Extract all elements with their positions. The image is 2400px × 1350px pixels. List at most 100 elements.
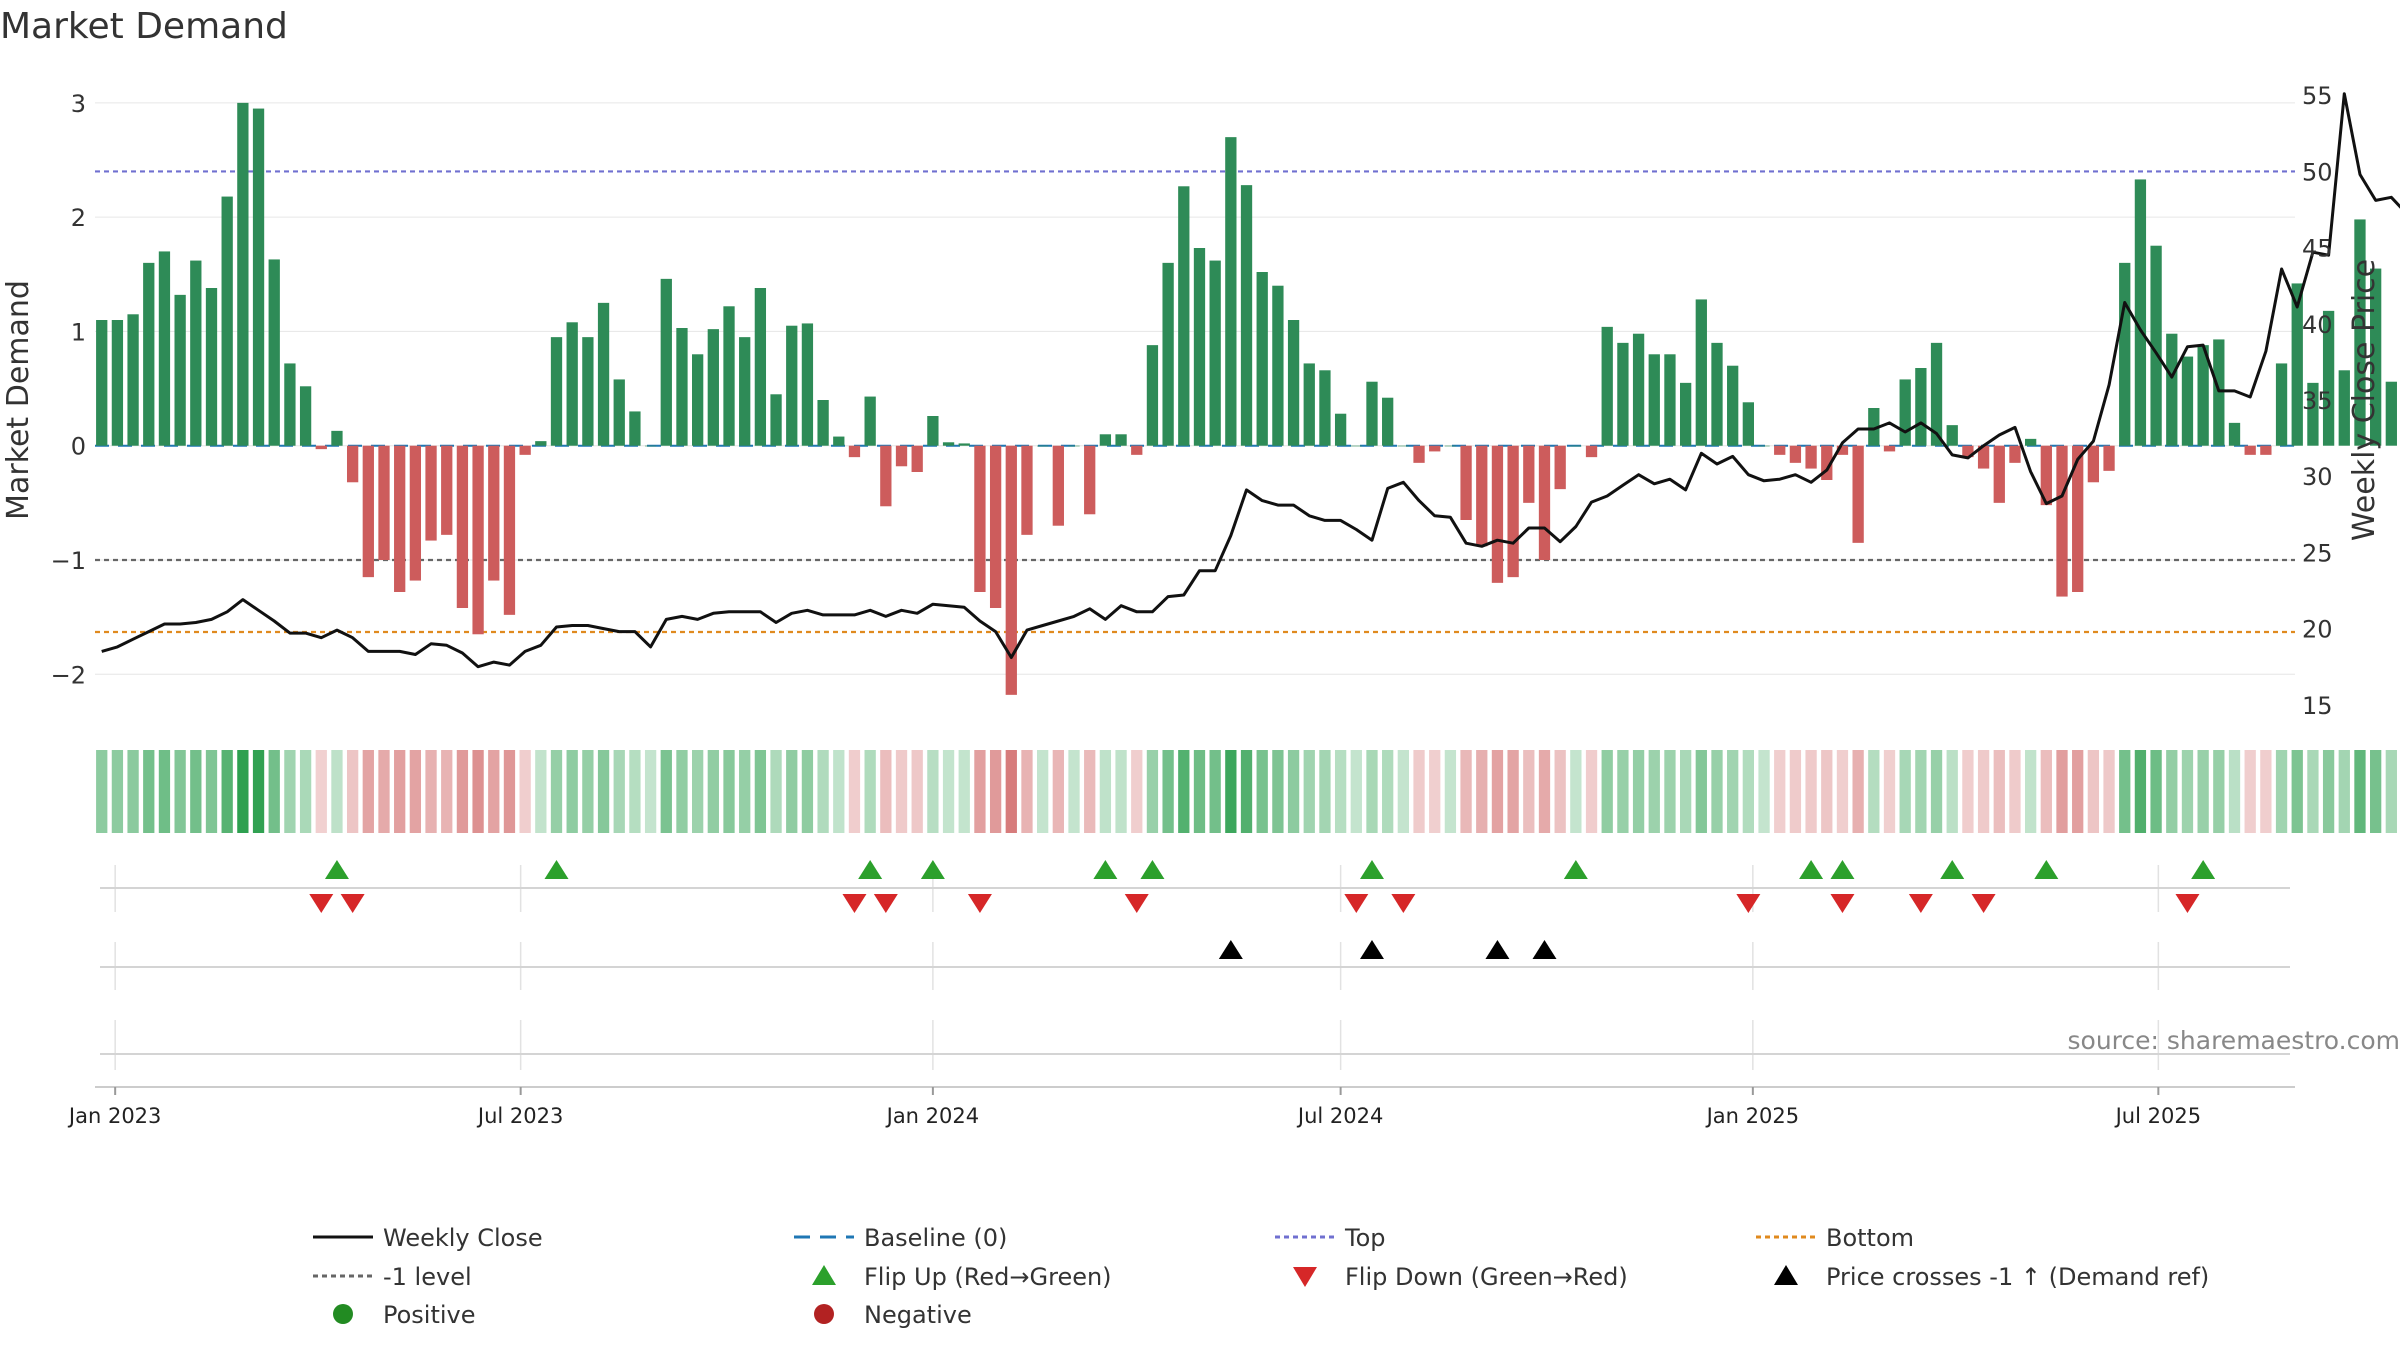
y-tick-right: 20 bbox=[2302, 616, 2333, 644]
demand-bar bbox=[441, 445, 453, 535]
strip-cell bbox=[1037, 750, 1049, 833]
strip-cell bbox=[2213, 750, 2225, 833]
demand-bar bbox=[1962, 445, 1974, 458]
flip-up-marker bbox=[1799, 860, 1824, 879]
demand-bar bbox=[394, 445, 406, 592]
strip-cell bbox=[1930, 750, 1943, 833]
strip-cell bbox=[1115, 750, 1127, 833]
demand-bar bbox=[1209, 260, 1221, 446]
price-cross-panel bbox=[100, 940, 2290, 990]
strip-cell bbox=[848, 750, 861, 833]
strip-cell bbox=[1758, 750, 1770, 833]
demand-bar bbox=[1868, 408, 1880, 446]
strip-cell bbox=[488, 750, 500, 833]
demand-bar bbox=[1162, 262, 1174, 446]
demand-bar bbox=[833, 436, 845, 446]
demand-bar bbox=[96, 320, 108, 446]
strip-cell bbox=[1727, 750, 1739, 833]
strip-cell bbox=[1021, 750, 1033, 833]
demand-bar bbox=[1382, 397, 1394, 446]
flip-markers-panel bbox=[100, 860, 2290, 913]
demand-bar bbox=[472, 445, 484, 635]
strip-cell bbox=[723, 750, 735, 833]
strip-cell bbox=[1538, 750, 1551, 833]
strip-cell bbox=[2072, 750, 2084, 833]
strip-cell bbox=[2244, 750, 2256, 833]
strip-cell bbox=[1946, 750, 1958, 833]
strip-cell bbox=[2385, 750, 2397, 833]
chart-title: Market Demand bbox=[0, 6, 288, 47]
legend-label: Positive bbox=[383, 1301, 476, 1329]
price-cross-marker bbox=[1359, 940, 1384, 959]
strip-cell bbox=[268, 750, 280, 833]
strip-cell bbox=[880, 750, 892, 833]
strip-cell bbox=[2338, 750, 2350, 833]
demand-bar bbox=[268, 259, 280, 446]
strip-cell bbox=[1554, 750, 1566, 833]
demand-bar bbox=[2244, 445, 2256, 455]
demand-bar bbox=[1131, 445, 1143, 455]
demand-bar bbox=[1523, 445, 1535, 503]
strip-cell bbox=[1962, 750, 1974, 833]
strip-cell bbox=[1366, 750, 1378, 833]
strip-cell bbox=[911, 750, 923, 833]
legend-label: -1 level bbox=[383, 1263, 472, 1291]
strip-cell bbox=[1303, 750, 1315, 833]
demand-bar bbox=[1178, 186, 1190, 446]
demand-bar bbox=[425, 445, 437, 541]
demand-bar bbox=[676, 328, 688, 446]
strip-cell bbox=[942, 750, 955, 833]
strip-cell bbox=[1429, 750, 1441, 833]
legend-label: Flip Down (Green→Red) bbox=[1345, 1263, 1628, 1291]
demand-bar bbox=[2291, 283, 2303, 446]
demand-bar bbox=[2134, 179, 2147, 446]
y-tick-right: 15 bbox=[2302, 692, 2333, 720]
demand-bar bbox=[1774, 445, 1786, 455]
strip-cell bbox=[1397, 750, 1409, 833]
demand-bar bbox=[597, 302, 610, 446]
y-tick-right: 50 bbox=[2302, 158, 2333, 186]
strip-cell bbox=[1821, 750, 1833, 833]
demand-bar bbox=[2307, 382, 2319, 446]
demand-bar bbox=[1272, 285, 1284, 446]
demand-bar bbox=[2181, 356, 2194, 446]
strip-cell bbox=[362, 750, 374, 833]
demand-bar bbox=[158, 251, 171, 446]
demand-heat-strip bbox=[96, 750, 2397, 833]
strip-cell bbox=[2354, 750, 2366, 833]
demand-bar bbox=[2275, 363, 2288, 446]
strip-cell bbox=[1774, 750, 1786, 833]
source-credit: source: sharemaestro.com bbox=[2068, 1026, 2400, 1055]
demand-bar bbox=[2009, 445, 2021, 463]
strip-cell bbox=[1977, 750, 1990, 833]
demand-bar bbox=[2150, 245, 2162, 446]
demand-bar bbox=[1256, 272, 1268, 446]
demand-bar bbox=[2103, 445, 2115, 471]
demand-bar bbox=[2119, 262, 2131, 446]
strip-cell bbox=[425, 750, 437, 833]
demand-bar bbox=[974, 445, 986, 592]
demand-bar bbox=[2166, 333, 2178, 446]
strip-cell bbox=[252, 750, 265, 833]
flip-up-marker bbox=[324, 860, 349, 879]
demand-bar bbox=[1005, 445, 1017, 695]
demand-bar bbox=[456, 445, 469, 608]
strip-cell bbox=[1084, 750, 1096, 833]
y-tick-left: 3 bbox=[71, 90, 86, 118]
strip-cell bbox=[1570, 750, 1582, 833]
flip-down-marker bbox=[1391, 894, 1416, 913]
demand-bar bbox=[252, 108, 265, 446]
demand-bar bbox=[644, 445, 657, 447]
strip-cell bbox=[519, 750, 531, 833]
demand-bar bbox=[535, 441, 547, 446]
strip-cell bbox=[284, 750, 296, 833]
strip-cell bbox=[2275, 750, 2288, 833]
strip-cell bbox=[1319, 750, 1331, 833]
demand-bar bbox=[1084, 445, 1096, 515]
strip-cell bbox=[394, 750, 406, 833]
strip-cell bbox=[1711, 750, 1723, 833]
strip-cell bbox=[2260, 750, 2272, 833]
strip-cell bbox=[158, 750, 171, 833]
demand-bar bbox=[284, 363, 296, 446]
flip-up-marker bbox=[1940, 860, 1965, 879]
